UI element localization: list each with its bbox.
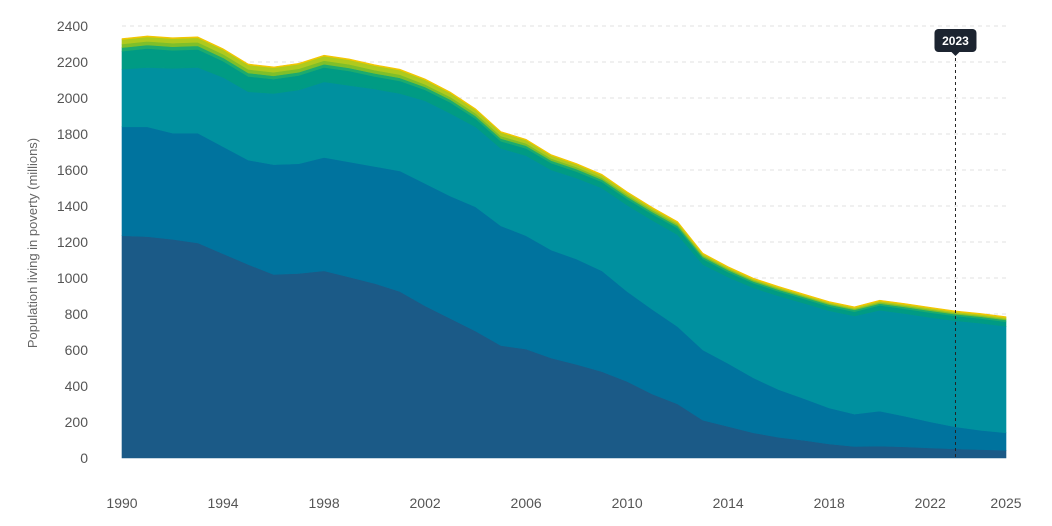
marker-pointer [950, 51, 961, 56]
x-tick-label: 2006 [511, 495, 542, 511]
y-tick-label: 1400 [57, 198, 88, 214]
y-tick-label: 400 [65, 378, 89, 394]
x-tick-label: 1998 [308, 495, 339, 511]
y-tick-label: 0 [80, 450, 88, 466]
y-tick-label: 2200 [57, 54, 88, 70]
y-tick-label: 600 [65, 342, 89, 358]
marker-label: 2023 [942, 34, 969, 48]
year-marker: 2023 [934, 29, 977, 458]
x-tick-label: 2022 [915, 495, 946, 511]
x-tick-label: 2002 [410, 495, 441, 511]
y-tick-label: 2400 [57, 18, 88, 34]
x-tick-label: 1994 [207, 495, 238, 511]
y-tick-label: 2000 [57, 90, 88, 106]
y-axis-ticks: 0 200 400 600 800 1000 1200 1400 1600 1800 2000 220… [57, 18, 88, 466]
stacked-areas [121, 35, 1007, 459]
x-tick-label: 2010 [612, 495, 643, 511]
y-tick-label: 1000 [57, 270, 88, 286]
x-tick-label: 1990 [106, 495, 137, 511]
area-series-8 [121, 35, 1007, 318]
y-tick-label: 200 [65, 414, 89, 430]
y-tick-label: 800 [65, 306, 89, 322]
x-axis-ticks: 1990 1994 1998 2002 2006 2010 2014 2018 2022 2025 [106, 495, 1021, 511]
x-tick-label: 2014 [713, 495, 744, 511]
x-tick-label: 2018 [814, 495, 845, 511]
y-axis-title: Population living in poverty (millions) [25, 138, 40, 348]
y-tick-label: 1600 [57, 162, 88, 178]
y-tick-label: 1200 [57, 234, 88, 250]
marker-badge [934, 29, 977, 52]
y-tick-label: 1800 [57, 126, 88, 142]
x-tick-label: 2025 [990, 495, 1021, 511]
